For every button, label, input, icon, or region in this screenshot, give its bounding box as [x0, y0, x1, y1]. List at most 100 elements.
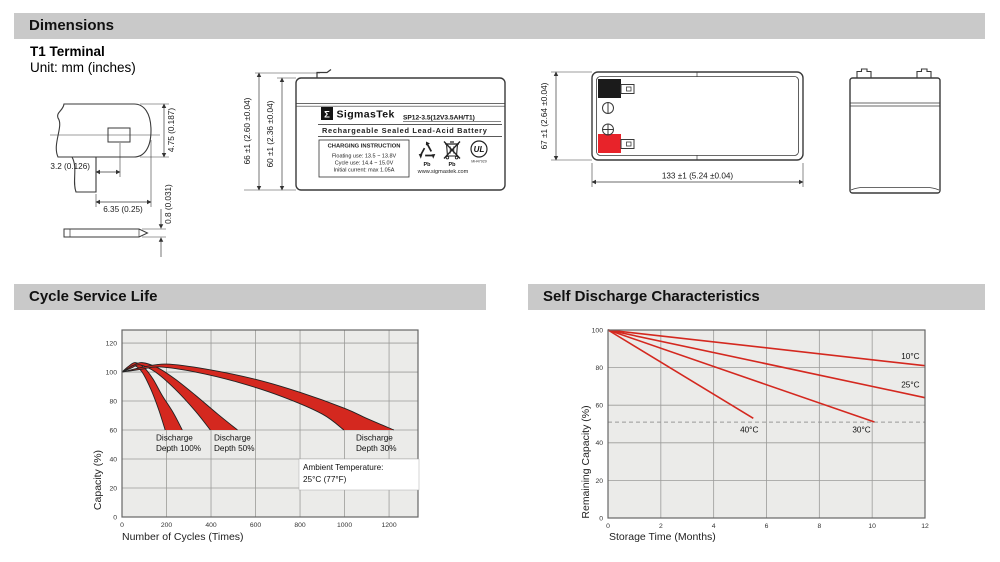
discharge-band [122, 362, 183, 431]
x-tick-label: 8 [817, 523, 821, 530]
temperature-line [607, 329, 754, 420]
terminal-lower-body [71, 156, 97, 193]
y-tick-label: 80 [109, 398, 117, 405]
y-tick-label: 100 [106, 369, 118, 376]
line-label: 10°C [901, 352, 919, 361]
section-header-dimensions: Dimensions [14, 13, 985, 39]
terminal-blade-view [63, 228, 149, 238]
terminal-tab-outline [55, 103, 152, 158]
dim-offset-label: 3.2 (0.126) [50, 162, 90, 171]
band-label: Depth 100% [156, 444, 201, 453]
x-axis-title: Number of Cycles (Times) [122, 531, 244, 543]
charging-line-3: Initial current: max 1.05A [334, 168, 395, 174]
charging-title: CHARGING INSTRUCTION [328, 144, 401, 150]
dim-thickness-label: 0.8 (0.031) [164, 184, 173, 224]
top-case-outline [591, 71, 804, 161]
y-tick-label: 120 [106, 340, 118, 347]
x-tick-label: 600 [250, 522, 262, 529]
y-tick-label: 60 [595, 403, 603, 410]
x-tick-label: 400 [205, 522, 217, 529]
blade-extension-lines [142, 228, 166, 238]
y-tick-label: 0 [599, 515, 603, 522]
x-tick-label: 0 [120, 522, 124, 529]
temperature-line [607, 329, 926, 399]
temperature-line [607, 329, 876, 423]
band-upper-edge [121, 362, 238, 431]
model-number: SP12-3.5(12V3.5AH/T1) [403, 115, 475, 122]
x-tick-label: 6 [765, 523, 769, 530]
ul-file-code: MH47929 [471, 160, 487, 164]
minus-symbol-icon [602, 102, 614, 114]
top-case-inner [596, 76, 799, 156]
x-axis-title: Storage Time (Months) [609, 531, 716, 543]
band-label: Discharge [356, 434, 393, 443]
svg-text:UL: UL [474, 145, 485, 154]
negative-terminal-tab [620, 84, 635, 94]
discharge-band [122, 362, 238, 431]
plot-frame [121, 329, 419, 518]
band-lower-edge [121, 366, 345, 431]
dim-top-width-label: 133 ±1 (5.24 ±0.04) [662, 172, 734, 181]
y-tick-label: 40 [109, 456, 117, 463]
y-tick-label: 60 [109, 427, 117, 434]
end-lid-seam [850, 102, 940, 107]
negative-terminal-tab-hole [626, 86, 632, 92]
x-tick-label: 1000 [337, 522, 352, 529]
band-label: Depth 50% [214, 444, 255, 453]
dim-height-label: 4.75 (0.187) [167, 108, 176, 152]
temperature-line [607, 329, 926, 367]
y-axis-title: Remaining Capacity (%) [580, 405, 592, 518]
bin-pb-label: Pb [448, 162, 456, 168]
y-tick-label: 20 [595, 478, 603, 485]
positive-terminal-tab-hole [626, 141, 632, 147]
dim-top-height-label: 67 ±1 (2.64 ±0.04) [540, 82, 549, 149]
charging-line-1: Floating use: 13.5 ~ 13.8V [332, 154, 397, 160]
website-url: www.sigmastek.com [417, 169, 469, 175]
plus-symbol-icon [602, 123, 614, 136]
top-view-drawing [551, 71, 804, 187]
plot-frame [607, 329, 926, 519]
end-terminal-right [916, 68, 932, 78]
x-tick-label: 800 [294, 522, 306, 529]
crossed-bin-pb-icon [443, 141, 461, 160]
brand-logo-mark [321, 107, 333, 120]
x-tick-label: 0 [606, 523, 610, 530]
x-tick-label: 12 [921, 523, 929, 530]
brand-name: SigmasTek [337, 109, 395, 121]
band-label: Discharge [214, 434, 251, 443]
self-discharge-chart: 0 2 4 6 8 10 12 0 20 40 60 80 100 10°C 25°C 30°C 40°C Sto… [580, 327, 929, 543]
section-header-cycle-service-life: Cycle Service Life [14, 284, 486, 310]
dimension-drawings: 3.2 (0.126) 6.35 (0.25) 4.75 (0.187) 0.8… [50, 68, 941, 257]
x-tick-label: 10 [868, 523, 876, 530]
section-header-self-discharge: Self Discharge Characteristics [528, 284, 985, 310]
blade-ticks [69, 229, 140, 237]
y-tick-label: 80 [595, 365, 603, 372]
negative-terminal [598, 79, 621, 98]
x-tick-label: 200 [161, 522, 173, 529]
band-label: Depth 30% [356, 444, 397, 453]
positive-terminal-tab [620, 139, 635, 149]
x-tick-label: 2 [659, 523, 663, 530]
recycle-pb-icon [418, 141, 436, 159]
end-terminal-left [856, 68, 872, 78]
x-tick-label: 4 [712, 523, 716, 530]
band-upper-edge [121, 363, 395, 431]
note-text: Ambient Temperature: [303, 463, 383, 472]
top-extension-lines [551, 71, 804, 187]
terminal-detail-drawing [50, 103, 169, 257]
note-box [298, 458, 420, 491]
band-lower-edge [121, 364, 211, 431]
front-terminal-tab [316, 69, 332, 78]
y-tick-label: 100 [592, 327, 604, 334]
band-label: Discharge [156, 434, 193, 443]
y-tick-label: 40 [595, 440, 603, 447]
x-tick-label: 1200 [382, 522, 397, 529]
end-view-drawing [849, 68, 941, 194]
y-tick-label: 20 [109, 485, 117, 492]
dim-inner-height-label: 60 ±1 (2.36 ±0.04) [266, 100, 275, 167]
dim-outer-height-label: 66 ±1 (2.60 ±0.04) [243, 97, 252, 164]
note-text: 25°C (77°F) [303, 475, 347, 484]
battery-product-label: Σ SigmasTek SP12-3.5(12V3.5AH/T1) Rechar… [318, 107, 502, 178]
line-label: 30°C [852, 425, 870, 434]
